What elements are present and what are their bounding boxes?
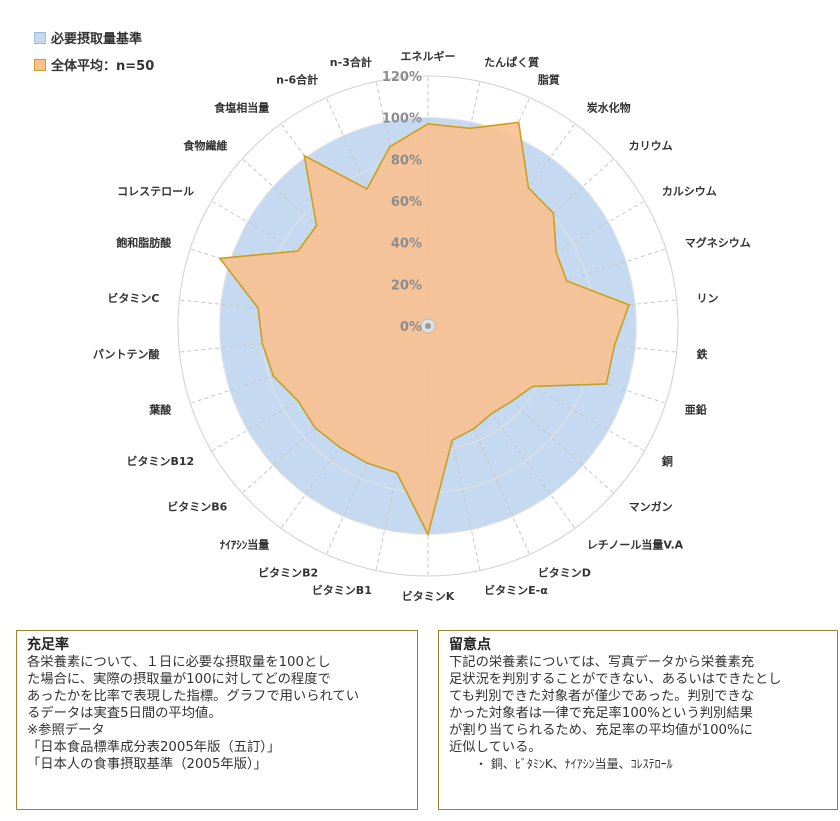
legend-label-requirement: 必要摂取量基準	[51, 32, 143, 47]
category-label: 鉄	[697, 347, 709, 361]
category-label: リン	[697, 292, 719, 305]
info-line: た場合に、実際の摂取量が100に対してどの程度で	[27, 672, 331, 687]
info-line: 各栄養素について、１日に必要な摂取量を100とし	[27, 655, 331, 670]
category-label: マンガン	[629, 500, 673, 514]
radial-tick-label: 0%	[400, 320, 422, 335]
category-label: ビタミンK	[402, 589, 455, 603]
info-line: あったかを比率で表現した指標。グラフで用いられてい	[27, 689, 360, 704]
category-label: 葉酸	[148, 402, 172, 416]
legend-swatch-average	[34, 59, 46, 71]
note-line: 足状況を判別することができない、あるいはできたとし	[449, 672, 782, 687]
category-label: ビタミンD	[538, 566, 591, 580]
category-label: ﾅｲｱｼﾝ当量	[220, 537, 270, 551]
category-label: パントテン酸	[93, 347, 161, 361]
category-label: 銅	[662, 454, 673, 468]
legend-swatch-requirement	[34, 32, 46, 44]
category-label: レチノール当量V.A	[587, 537, 684, 551]
radial-tick-label: 60%	[391, 195, 422, 210]
category-label: ビタミンB1	[312, 583, 372, 597]
note-line: が割り当てられるため、充足率の平均値が100%に	[449, 723, 753, 738]
category-label: n-6合計	[276, 72, 318, 86]
info-line: ※参照データ	[27, 723, 105, 738]
radial-tick-label: 80%	[391, 153, 422, 168]
category-label: ビタミンB2	[258, 566, 318, 580]
note-line: ても判別できた対象者が僅少であった。判別できな	[449, 689, 755, 704]
category-label: 食塩相当量	[214, 101, 269, 115]
note-line: 近似している。	[449, 740, 542, 755]
category-label: コレステロール	[117, 185, 194, 198]
category-label: ビタミンB6	[167, 500, 227, 514]
category-label: 脂質	[537, 72, 560, 86]
legend-label-average: 全体平均：n=50	[51, 59, 155, 74]
category-label: 食物繊維	[183, 138, 227, 152]
category-label: ビタミンC	[107, 291, 159, 305]
category-label: ビタミンE-α	[484, 583, 548, 597]
legend-item-requirement: 必要摂取量基準	[34, 28, 142, 47]
grid-circle	[177, 75, 679, 577]
info-box-sufficiency: 充足率 各栄養素について、１日に必要な摂取量を100とし た場合に、実際の摂取量…	[16, 630, 418, 810]
category-label: マグネシウム	[685, 236, 751, 250]
legend-item-average: 全体平均：n=50	[34, 55, 154, 74]
info-box-notes-title: 留意点	[449, 637, 491, 653]
info-box-notes: 留意点 下記の栄養素については、写真データから栄養素充 足状況を判別することがで…	[438, 630, 838, 810]
category-label: 飽和脂肪酸	[115, 236, 172, 250]
info-line: 「日本人の食事摂取基準（2005年版）」	[27, 757, 267, 772]
radial-tick-label: 40%	[391, 237, 422, 252]
category-label: 亜鉛	[685, 402, 707, 416]
category-label: ビタミンB12	[126, 454, 194, 468]
center-dot	[425, 323, 431, 329]
radial-tick-label: 100%	[382, 112, 422, 127]
note-line: 下記の栄養素については、写真データから栄養素充	[449, 655, 755, 670]
note-bullet: ・ 銅、ﾋﾞﾀﾐﾝK、ﾅｲｱｼﾝ当量、ｺﾚｽﾃﾛｰﾙ	[475, 757, 673, 771]
category-label: カルシウム	[662, 185, 717, 198]
info-line: 「日本食品標準成分表2005年版（五訂）」	[27, 740, 281, 755]
radial-tick-label: 120%	[382, 70, 422, 85]
info-line: るデータは実査5日間の平均値。	[27, 706, 222, 721]
category-label: たんぱく質	[484, 55, 539, 69]
category-label: n-3合計	[330, 55, 372, 69]
category-label: エネルギー	[401, 49, 456, 63]
radial-tick-label: 20%	[391, 278, 422, 293]
info-box-sufficiency-title: 充足率	[27, 637, 69, 653]
category-label: カリウム	[629, 139, 673, 152]
category-label: 炭水化物	[587, 101, 631, 115]
radar-chart: 0% 20% 40% 60% 80% 100% 120% エネルギー たんぱく質脂質炭水化物カリ…	[93, 49, 751, 603]
note-line: かった対象者は一律で充足率100%という判別結果	[449, 706, 753, 721]
